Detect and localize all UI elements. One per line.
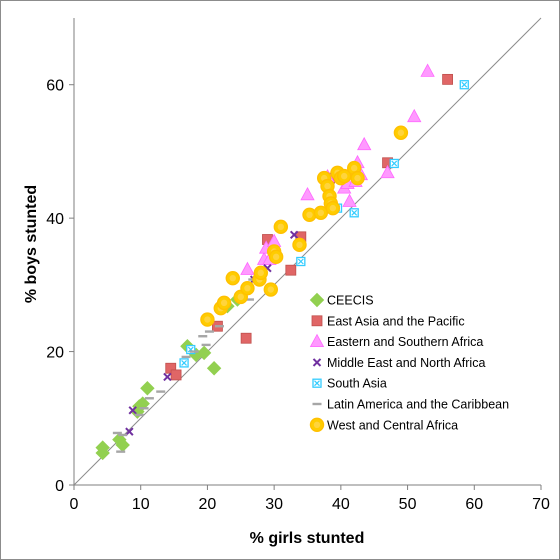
data-point bbox=[216, 295, 232, 311]
data-point bbox=[268, 249, 284, 265]
legend-marker bbox=[312, 378, 322, 388]
data-point bbox=[206, 361, 222, 376]
x-axis-title: % girls stunted bbox=[250, 530, 365, 547]
data-point bbox=[140, 381, 155, 396]
data-point bbox=[135, 396, 150, 411]
legend-item: South Asia bbox=[312, 377, 387, 391]
legend-marker bbox=[309, 292, 325, 308]
data-point bbox=[389, 158, 399, 169]
data-point bbox=[240, 332, 252, 344]
data-point bbox=[240, 280, 255, 296]
data-point bbox=[325, 200, 341, 216]
x-tick-label: 50 bbox=[399, 496, 417, 513]
data-point bbox=[163, 372, 172, 382]
data-point bbox=[116, 450, 126, 453]
data-point bbox=[292, 237, 307, 253]
y-tick-label: 20 bbox=[46, 345, 64, 362]
data-point bbox=[300, 186, 315, 201]
y-tick-label: 40 bbox=[46, 211, 64, 228]
data-point bbox=[134, 413, 144, 417]
data-point bbox=[170, 369, 182, 381]
legend-item: Middle East and North Africa bbox=[312, 356, 485, 370]
data-point bbox=[273, 219, 289, 235]
x-tick-label: 10 bbox=[132, 496, 150, 513]
data-point bbox=[459, 80, 469, 90]
data-point bbox=[95, 440, 110, 455]
data-point bbox=[313, 205, 329, 221]
legend-item: Latin America and the Caribbean bbox=[312, 398, 509, 412]
data-point bbox=[253, 265, 268, 281]
legend-item: West and Central Africa bbox=[309, 417, 458, 432]
data-point bbox=[357, 136, 372, 151]
legend-label: CEECIS bbox=[327, 294, 374, 308]
data-point bbox=[118, 433, 128, 437]
data-point bbox=[189, 350, 199, 353]
legend-label: Latin America and the Caribbean bbox=[327, 398, 509, 412]
x-tick-label: 60 bbox=[465, 496, 483, 513]
legend-marker bbox=[309, 333, 325, 348]
legend-marker bbox=[309, 417, 325, 432]
data-point bbox=[240, 261, 255, 275]
y-tick-label: 60 bbox=[46, 78, 64, 95]
data-point bbox=[285, 264, 297, 276]
data-point bbox=[407, 108, 422, 123]
legend-label: Middle East and North Africa bbox=[327, 356, 485, 370]
data-point bbox=[302, 207, 317, 223]
legend-item: East Asia and the Pacific bbox=[311, 314, 465, 328]
x-tick-label: 30 bbox=[265, 496, 283, 513]
y-tick-label: 0 bbox=[55, 478, 64, 495]
legend: CEECIS East Asia and the Pacific Eastern a… bbox=[309, 292, 509, 432]
legend-label: South Asia bbox=[327, 377, 387, 391]
data-point bbox=[198, 335, 208, 338]
data-point bbox=[350, 170, 365, 186]
data-point bbox=[393, 125, 409, 140]
data-point bbox=[380, 164, 395, 179]
data-point bbox=[442, 73, 454, 85]
x-tick-label: 20 bbox=[199, 496, 217, 513]
data-point bbox=[420, 63, 435, 77]
x-tick-label: 0 bbox=[70, 496, 79, 513]
x-tick-label: 40 bbox=[332, 496, 350, 513]
data-point bbox=[179, 358, 189, 368]
data-point bbox=[181, 355, 191, 359]
y-axis-title: % boys stunted bbox=[23, 185, 40, 303]
data-point bbox=[201, 343, 211, 347]
x-tick-label: 70 bbox=[532, 496, 550, 513]
data-point bbox=[200, 312, 215, 327]
data-point bbox=[128, 406, 137, 415]
data-point bbox=[263, 282, 279, 297]
data-point bbox=[112, 431, 122, 435]
data-point bbox=[244, 298, 254, 301]
data-point bbox=[196, 345, 212, 361]
data-point bbox=[289, 230, 299, 240]
data-point bbox=[156, 390, 166, 393]
legend-label: Eastern and Southern Africa bbox=[327, 335, 483, 349]
data-point bbox=[296, 256, 306, 267]
data-point bbox=[204, 330, 214, 333]
legend-marker bbox=[311, 315, 323, 327]
legend-marker bbox=[312, 402, 322, 406]
legend-marker bbox=[312, 358, 322, 367]
legend-item: CEECIS bbox=[309, 292, 374, 308]
data-point bbox=[139, 407, 149, 410]
data-point bbox=[214, 325, 224, 328]
identity-reference-line bbox=[73, 17, 542, 486]
data-point bbox=[144, 397, 154, 400]
data-point bbox=[225, 270, 240, 286]
data-point bbox=[349, 208, 359, 218]
series-west-and-central-africa bbox=[200, 125, 409, 327]
legend-item: Eastern and Southern Africa bbox=[309, 333, 483, 349]
legend-label: West and Central Africa bbox=[327, 418, 458, 432]
data-point bbox=[342, 193, 357, 207]
legend-label: East Asia and the Pacific bbox=[327, 314, 465, 328]
